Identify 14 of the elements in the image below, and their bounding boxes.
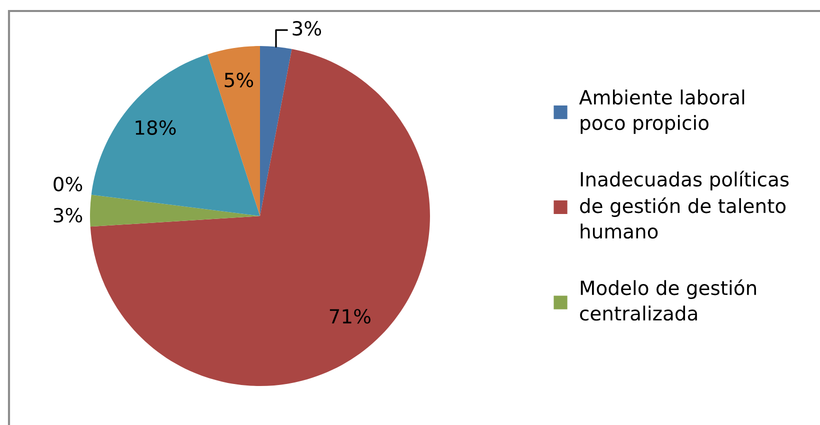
text: 0% xyxy=(54,176,82,192)
pie-slice xyxy=(260,46,292,216)
legend-label: Ambiente laboral poco propicio xyxy=(579,90,744,134)
legend-label: Modelo de gestión centralizada xyxy=(580,279,756,321)
pie-slice xyxy=(207,46,260,216)
pie-slice xyxy=(91,54,260,216)
data-label: 3% xyxy=(54,208,82,223)
pie-slice xyxy=(90,49,430,386)
data-label: 71% xyxy=(330,308,370,324)
data-label: 5% xyxy=(224,72,254,88)
data-label: 3% xyxy=(292,21,322,36)
data-label: 18% xyxy=(136,120,176,135)
pie-slice xyxy=(90,194,260,227)
legend-label: Inadecuadas políticas de gestión de talento humano xyxy=(580,170,789,239)
